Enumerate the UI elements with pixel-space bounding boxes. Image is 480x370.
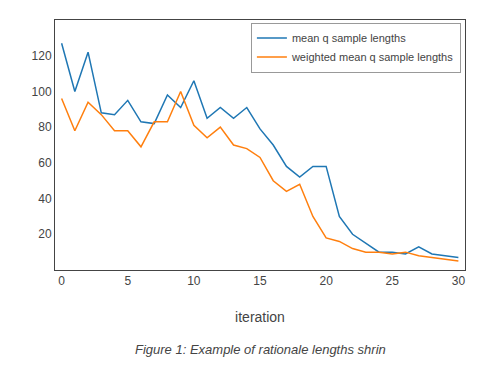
svg-text:60: 60 — [38, 156, 52, 170]
svg-text:Figure 1: Example of rationale: Figure 1: Example of rationale lengths s… — [135, 342, 386, 357]
svg-text:120: 120 — [32, 49, 52, 63]
svg-text:25: 25 — [386, 274, 400, 288]
svg-text:10: 10 — [187, 274, 201, 288]
svg-text:weighted mean q sample lengths: weighted mean q sample lengths — [291, 51, 453, 63]
svg-text:5: 5 — [124, 274, 131, 288]
svg-text:iteration: iteration — [235, 309, 285, 325]
svg-text:15: 15 — [253, 274, 267, 288]
svg-text:80: 80 — [38, 120, 52, 134]
svg-text:100: 100 — [32, 85, 52, 99]
svg-text:20: 20 — [38, 227, 52, 241]
svg-text:20: 20 — [319, 274, 333, 288]
svg-text:40: 40 — [38, 192, 52, 206]
svg-text:0: 0 — [58, 274, 65, 288]
svg-text:30: 30 — [452, 274, 466, 288]
svg-text:mean q sample lengths: mean q sample lengths — [292, 32, 406, 44]
